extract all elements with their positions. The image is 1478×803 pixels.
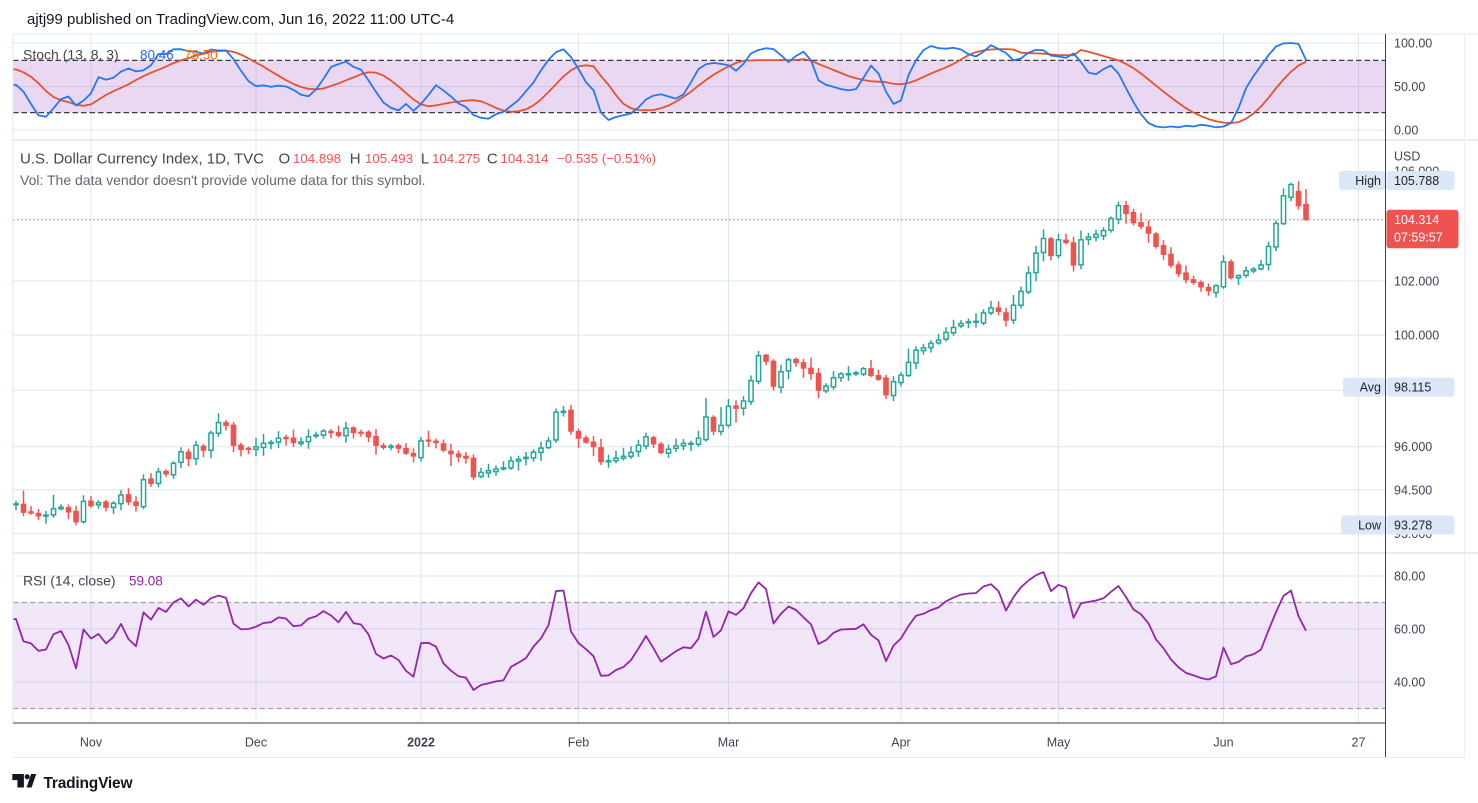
svg-text:Feb: Feb [568, 736, 590, 750]
svg-text:105.788: 105.788 [1394, 174, 1439, 188]
svg-text:80.00: 80.00 [1394, 570, 1425, 584]
svg-text:105.493: 105.493 [365, 151, 413, 166]
svg-text:High: High [1355, 174, 1381, 188]
svg-text:2022: 2022 [407, 736, 435, 750]
svg-text:98.115: 98.115 [1394, 381, 1431, 395]
svg-text:104.898: 104.898 [293, 151, 341, 166]
svg-text:80.46: 80.46 [140, 48, 174, 63]
svg-text:104.314: 104.314 [1394, 213, 1439, 227]
svg-text:0.00: 0.00 [1394, 124, 1418, 138]
svg-text:50.00: 50.00 [1394, 80, 1425, 94]
svg-text:Stoch (13, 8, 3): Stoch (13, 8, 3) [23, 47, 119, 63]
svg-text:TradingView: TradingView [44, 775, 134, 792]
svg-text:ajtj99 published on TradingVie: ajtj99 published on TradingView.com, Jun… [27, 11, 454, 28]
svg-text:60.00: 60.00 [1394, 623, 1425, 637]
svg-text:Jun: Jun [1213, 736, 1233, 750]
svg-text:93.278: 93.278 [1394, 519, 1432, 533]
svg-text:Vol: The data vendor doesn't p: Vol: The data vendor doesn't provide vol… [20, 172, 426, 188]
svg-text:104.275: 104.275 [432, 151, 480, 166]
svg-text:Avg: Avg [1360, 381, 1381, 395]
svg-text:104.314: 104.314 [501, 151, 549, 166]
svg-text:40.00: 40.00 [1394, 676, 1425, 690]
svg-text:Mar: Mar [718, 736, 740, 750]
svg-text:Apr: Apr [891, 736, 910, 750]
svg-text:C: C [487, 151, 498, 168]
svg-text:O: O [279, 151, 291, 168]
svg-text:H: H [350, 151, 361, 168]
svg-text:78.50: 78.50 [184, 48, 218, 63]
svg-text:100.00: 100.00 [1394, 37, 1432, 51]
svg-text:94.500: 94.500 [1394, 483, 1432, 497]
svg-text:L: L [421, 151, 429, 168]
svg-text:59.08: 59.08 [129, 574, 163, 589]
svg-text:Dec: Dec [245, 736, 267, 750]
svg-text:Nov: Nov [80, 736, 103, 750]
svg-text:May: May [1047, 736, 1071, 750]
svg-text:U.S. Dollar Currency Index, 1D: U.S. Dollar Currency Index, 1D, TVC [20, 151, 264, 168]
svg-text:27: 27 [1352, 736, 1366, 750]
svg-text:100.000: 100.000 [1394, 329, 1439, 343]
svg-text:−0.535 (−0.51%): −0.535 (−0.51%) [557, 151, 656, 166]
svg-text:102.000: 102.000 [1394, 275, 1439, 289]
svg-text:96.000: 96.000 [1394, 440, 1432, 454]
svg-text:RSI (14, close): RSI (14, close) [23, 573, 116, 589]
svg-text:07:59:57: 07:59:57 [1394, 231, 1443, 245]
svg-text:Low: Low [1358, 519, 1382, 533]
svg-text:USD: USD [1394, 150, 1420, 164]
